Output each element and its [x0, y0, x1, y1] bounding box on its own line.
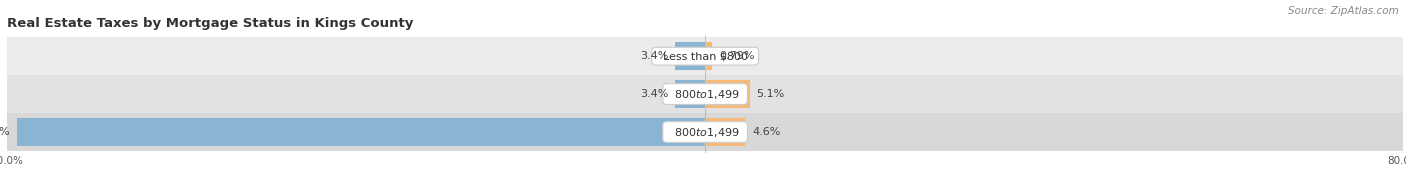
- Bar: [7, 113, 1403, 151]
- Text: Less than $800: Less than $800: [655, 51, 755, 61]
- Bar: [675, 80, 706, 108]
- Text: $800 to $1,499: $800 to $1,499: [666, 88, 744, 101]
- Bar: [706, 118, 745, 146]
- Bar: [706, 43, 711, 70]
- Bar: [706, 80, 749, 108]
- Text: $800 to $1,499: $800 to $1,499: [666, 125, 744, 139]
- Legend: Without Mortgage, With Mortgage: Without Mortgage, With Mortgage: [589, 193, 821, 196]
- Bar: [675, 43, 706, 70]
- Bar: [7, 37, 1403, 75]
- Text: 0.79%: 0.79%: [718, 51, 755, 61]
- Bar: [17, 118, 706, 146]
- Text: 3.4%: 3.4%: [640, 51, 668, 61]
- Bar: [7, 75, 1403, 113]
- Text: 3.4%: 3.4%: [640, 89, 668, 99]
- Text: Source: ZipAtlas.com: Source: ZipAtlas.com: [1288, 6, 1399, 16]
- Text: Real Estate Taxes by Mortgage Status in Kings County: Real Estate Taxes by Mortgage Status in …: [7, 17, 413, 30]
- Text: 78.9%: 78.9%: [0, 127, 10, 137]
- Text: 4.6%: 4.6%: [752, 127, 780, 137]
- Text: 5.1%: 5.1%: [756, 89, 785, 99]
